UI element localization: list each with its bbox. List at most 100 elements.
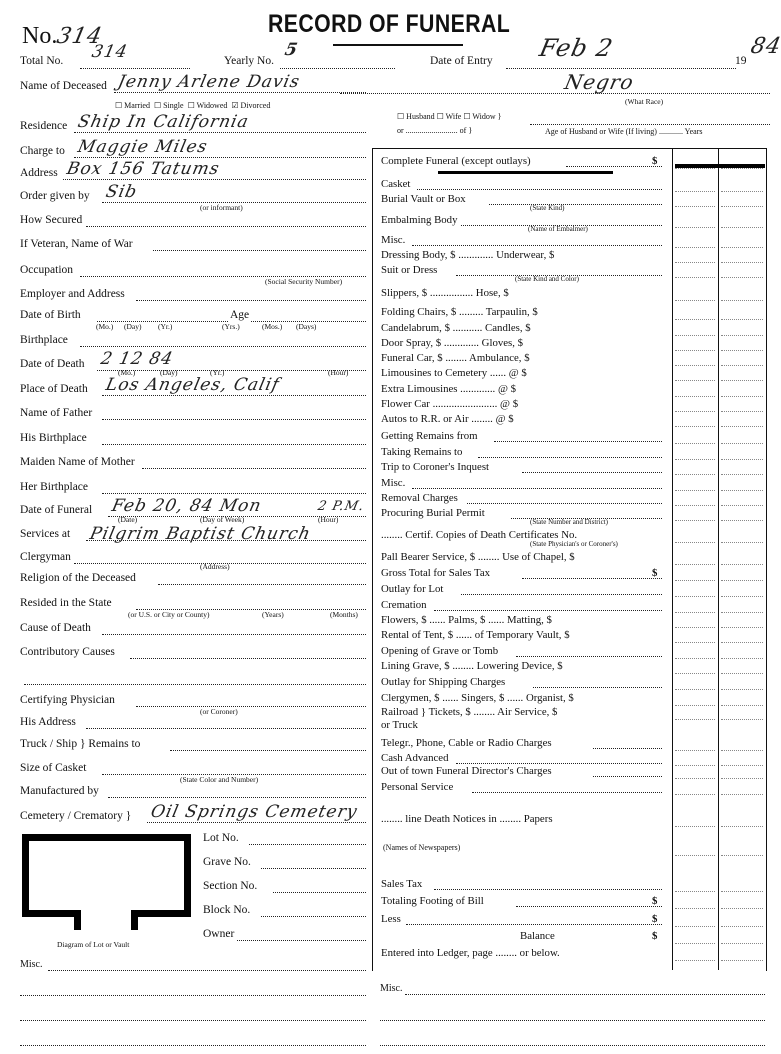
marital-status-checkboxes[interactable]: ☐ Married ☐ Single ☐ Widowed ☑ Divorced <box>115 101 270 110</box>
cents-cell[interactable] <box>721 564 763 565</box>
cents-cell[interactable] <box>721 826 763 827</box>
amount-cell[interactable] <box>675 891 715 892</box>
cents-cell[interactable] <box>721 908 763 909</box>
cents-cell[interactable] <box>721 612 763 613</box>
cents-cell[interactable] <box>721 765 763 766</box>
cents-cell[interactable] <box>721 490 763 491</box>
cents-cell[interactable] <box>721 778 763 779</box>
amount-cell[interactable] <box>675 426 715 427</box>
cents-cell[interactable] <box>721 855 763 856</box>
cents-cell[interactable] <box>721 520 763 521</box>
spouse-checkboxes[interactable]: ☐ Husband ☐ Wife ☐ Widow } <box>397 112 502 121</box>
amount-cell[interactable] <box>675 794 715 795</box>
amount-cell[interactable] <box>675 443 715 444</box>
amount-cell[interactable] <box>675 750 715 751</box>
cents-cell[interactable] <box>721 426 763 427</box>
amount-cell[interactable] <box>675 380 715 381</box>
cents-cell[interactable] <box>721 926 763 927</box>
field-value[interactable]: Box 156 Tatums <box>65 159 222 179</box>
amount-cell[interactable] <box>675 705 715 706</box>
amount-cell[interactable] <box>675 658 715 659</box>
amount-cell[interactable] <box>675 943 715 944</box>
amount-cell[interactable] <box>675 319 715 320</box>
amount-cell[interactable] <box>675 642 715 643</box>
field-value[interactable]: Los Angeles, Calif <box>104 375 282 395</box>
cents-cell[interactable] <box>721 719 763 720</box>
amount-cell[interactable] <box>675 474 715 475</box>
amount-cell[interactable] <box>675 247 715 248</box>
cents-cell[interactable] <box>721 689 763 690</box>
cents-cell[interactable] <box>721 247 763 248</box>
amount-cell[interactable] <box>675 627 715 628</box>
amount-cell[interactable] <box>675 168 715 169</box>
cents-cell[interactable] <box>721 206 763 207</box>
field-value[interactable]: 2 12 84 <box>98 349 175 369</box>
cents-cell[interactable] <box>721 335 763 336</box>
checkbox-wife[interactable]: ☐ Wife <box>436 112 462 121</box>
amount-cell[interactable] <box>675 350 715 351</box>
amount-cell[interactable] <box>675 520 715 521</box>
cents-cell[interactable] <box>721 750 763 751</box>
checkbox-married[interactable]: ☐ Married <box>115 101 150 110</box>
amount-cell[interactable] <box>675 765 715 766</box>
cents-cell[interactable] <box>721 596 763 597</box>
funeral-hour[interactable]: 2 P.M. <box>316 499 366 514</box>
cents-cell[interactable] <box>721 300 763 301</box>
field-value[interactable]: Oil Springs Cemetery <box>149 802 360 822</box>
amount-cell[interactable] <box>675 855 715 856</box>
amount-cell[interactable] <box>675 689 715 690</box>
checkbox-single[interactable]: ☐ Single <box>153 101 184 110</box>
field-value[interactable]: Ship In California <box>76 112 252 132</box>
amount-cell[interactable] <box>675 926 715 927</box>
amount-cell[interactable] <box>675 277 715 278</box>
cents-cell[interactable] <box>721 319 763 320</box>
cents-cell[interactable] <box>721 262 763 263</box>
amount-cell[interactable] <box>675 564 715 565</box>
amount-cell[interactable] <box>675 673 715 674</box>
cents-cell[interactable] <box>721 191 763 192</box>
amount-cell[interactable] <box>675 490 715 491</box>
cents-cell[interactable] <box>721 474 763 475</box>
amount-cell[interactable] <box>675 365 715 366</box>
checkbox-husband[interactable]: ☐ Husband <box>397 112 435 121</box>
amount-cell[interactable] <box>675 411 715 412</box>
cents-cell[interactable] <box>721 365 763 366</box>
cents-cell[interactable] <box>721 658 763 659</box>
amount-cell[interactable] <box>675 191 715 192</box>
amount-cell[interactable] <box>675 206 715 207</box>
cents-cell[interactable] <box>721 505 763 506</box>
cents-cell[interactable] <box>721 350 763 351</box>
cents-cell[interactable] <box>721 673 763 674</box>
cents-cell[interactable] <box>721 794 763 795</box>
cents-cell[interactable] <box>721 411 763 412</box>
cents-cell[interactable] <box>721 380 763 381</box>
cents-cell[interactable] <box>721 542 763 543</box>
cents-cell[interactable] <box>721 459 763 460</box>
cents-cell[interactable] <box>721 960 763 961</box>
amount-cell[interactable] <box>675 459 715 460</box>
checkbox-widow[interactable]: ☐ Widow <box>463 112 496 121</box>
amount-cell[interactable] <box>675 580 715 581</box>
amount-cell[interactable] <box>675 778 715 779</box>
field-value[interactable]: Pilgrim Baptist Church <box>87 524 313 544</box>
amount-cell[interactable] <box>675 335 715 336</box>
cents-cell[interactable] <box>721 705 763 706</box>
cents-cell[interactable] <box>721 627 763 628</box>
amount-cell[interactable] <box>675 227 715 228</box>
amount-cell[interactable] <box>675 505 715 506</box>
checkbox-divorced[interactable]: ☑ Divorced <box>231 101 271 110</box>
field-value[interactable]: Feb 20, 84 Mon <box>109 496 264 516</box>
amount-cell[interactable] <box>675 396 715 397</box>
amount-cell[interactable] <box>675 542 715 543</box>
amount-cell[interactable] <box>675 960 715 961</box>
field-value[interactable]: Jenny Arlene Davis <box>115 72 302 92</box>
cents-cell[interactable] <box>721 580 763 581</box>
cents-cell[interactable] <box>721 891 763 892</box>
amount-cell[interactable] <box>675 719 715 720</box>
amount-cell[interactable] <box>675 908 715 909</box>
field-value[interactable]: Sib <box>104 182 140 202</box>
amount-cell[interactable] <box>675 826 715 827</box>
cents-cell[interactable] <box>721 168 763 169</box>
cents-cell[interactable] <box>721 277 763 278</box>
amount-cell[interactable] <box>675 596 715 597</box>
